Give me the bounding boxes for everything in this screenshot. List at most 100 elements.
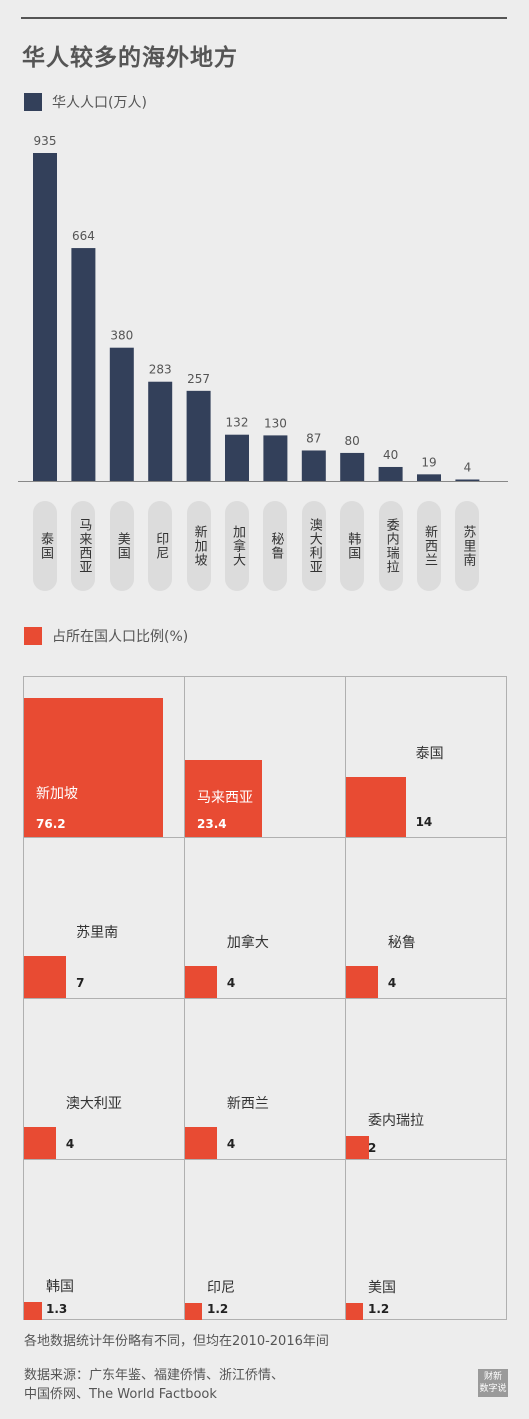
bar-category-label: 印尼 bbox=[148, 501, 173, 591]
bar-value-label: 87 bbox=[306, 431, 321, 445]
ratio-country-label: 新加坡 bbox=[36, 786, 78, 802]
ratio-value-label: 4 bbox=[226, 1137, 236, 1151]
bar-value-label: 132 bbox=[226, 416, 249, 430]
caixin-logo: 财新 数字说 bbox=[478, 1369, 508, 1397]
ratio-cell: 加拿大 4 bbox=[185, 838, 346, 999]
logo-line-1: 财新 bbox=[483, 1372, 502, 1382]
bar-value-label: 40 bbox=[383, 448, 398, 462]
ratio-country-label: 新西兰 bbox=[226, 1096, 269, 1113]
ratio-square bbox=[185, 966, 217, 998]
ratio-cell: 新西兰 4 bbox=[185, 999, 346, 1160]
bar-value-label: 935 bbox=[34, 134, 57, 148]
ratio-value-label: 14 bbox=[415, 815, 433, 829]
ratio-cell: 美国 1.2 bbox=[346, 1160, 506, 1320]
bar-6 bbox=[263, 435, 288, 481]
ratio-square-grid: 新加坡 76.2 马来西亚 23.4 泰国 14 苏里南 7 加拿大 4 秘鲁 4 澳大利亚 4 新西兰 4 委… bbox=[23, 676, 507, 1320]
ratio-square bbox=[185, 1127, 217, 1159]
legend-ratio: 占所在国人口比例(%) bbox=[24, 626, 188, 646]
legend-label-population: 华人人口(万人) bbox=[52, 95, 147, 111]
bar-category-label: 新加坡 bbox=[186, 501, 211, 591]
ratio-country-label: 加拿大 bbox=[226, 935, 269, 952]
bar-value-label: 19 bbox=[421, 455, 436, 469]
bar-category-label: 秘鲁 bbox=[263, 501, 288, 591]
legend-population: 华人人口(万人) bbox=[24, 92, 147, 112]
ratio-square bbox=[346, 1136, 369, 1159]
bar-value-label: 283 bbox=[149, 363, 172, 377]
bar-value-label: 664 bbox=[72, 229, 95, 243]
ratio-square bbox=[24, 698, 163, 837]
logo-line-2: 数字说 bbox=[479, 1384, 507, 1394]
ratio-country-label: 韩国 bbox=[46, 1278, 74, 1295]
ratio-cell: 泰国 14 bbox=[346, 677, 506, 838]
ratio-cell: 印尼 1.2 bbox=[185, 1160, 346, 1320]
bar-value-label: 4 bbox=[464, 461, 472, 475]
ratio-square bbox=[24, 1127, 56, 1159]
ratio-value-label: 4 bbox=[387, 976, 397, 990]
footnote: 各地数据统计年份略有不同，但均在2010-2016年间 bbox=[24, 1334, 329, 1349]
bar-category-label: 泰国 bbox=[33, 501, 57, 591]
bar-0 bbox=[33, 153, 57, 481]
ratio-cell: 马来西亚 23.4 bbox=[185, 677, 346, 838]
ratio-square bbox=[185, 759, 263, 837]
ratio-value-label: 23.4 bbox=[197, 817, 227, 831]
chart-title: 华人较多的海外地方 bbox=[22, 45, 238, 71]
population-bar-chart: 935 664 380 283 257 132 130 87 80 40 19 4 bbox=[18, 134, 508, 482]
ratio-square bbox=[24, 1301, 43, 1320]
ratio-country-label: 泰国 bbox=[415, 746, 444, 763]
ratio-value-label: 1.3 bbox=[46, 1302, 68, 1316]
bar-8 bbox=[340, 452, 365, 481]
legend-swatch-red bbox=[24, 627, 42, 645]
top-rule bbox=[21, 17, 507, 19]
bar-4 bbox=[186, 390, 211, 481]
bar-value-label: 130 bbox=[264, 416, 287, 430]
bar-category-label: 韩国 bbox=[340, 501, 365, 591]
source-text: 数据来源：广东年鉴、福建侨情、浙江侨情、 中国侨网、The World Fact… bbox=[24, 1366, 284, 1404]
ratio-cell: 韩国 1.3 bbox=[24, 1160, 185, 1320]
ratio-square bbox=[24, 955, 67, 998]
ratio-value-label: 76.2 bbox=[36, 817, 66, 831]
bar-category-label: 澳大利亚 bbox=[301, 501, 326, 591]
bar-2 bbox=[109, 347, 134, 481]
ratio-square bbox=[346, 777, 406, 837]
bar-category-label: 加拿大 bbox=[225, 501, 249, 591]
ratio-square bbox=[346, 966, 378, 998]
ratio-value-label: 1.2 bbox=[368, 1302, 390, 1316]
ratio-value-label: 4 bbox=[226, 976, 236, 990]
ratio-cell: 秘鲁 4 bbox=[346, 838, 506, 999]
bar-category-label: 美国 bbox=[109, 501, 134, 591]
ratio-value-label: 1.2 bbox=[207, 1302, 229, 1316]
ratio-cell: 新加坡 76.2 bbox=[24, 677, 185, 838]
ratio-value-label: 7 bbox=[76, 976, 85, 990]
source-line-1: 数据来源：广东年鉴、福建侨情、浙江侨情、 bbox=[24, 1368, 285, 1383]
bar-category-label: 苏里南 bbox=[455, 501, 480, 591]
bar-value-label: 80 bbox=[345, 434, 360, 448]
bar-5 bbox=[225, 434, 249, 481]
bar-category-label: 马来西亚 bbox=[71, 501, 96, 591]
bar-category-label: 委内瑞拉 bbox=[378, 501, 403, 591]
bar-10 bbox=[417, 474, 441, 481]
ratio-value-label: 4 bbox=[65, 1137, 75, 1151]
ratio-value-label: 2 bbox=[368, 1141, 377, 1155]
ratio-square bbox=[185, 1302, 203, 1320]
ratio-cell: 苏里南 7 bbox=[24, 838, 185, 999]
legend-label-ratio: 占所在国人口比例(%) bbox=[52, 629, 189, 645]
ratio-country-label: 美国 bbox=[368, 1279, 396, 1296]
ratio-square bbox=[346, 1302, 364, 1320]
ratio-country-label: 印尼 bbox=[207, 1279, 235, 1296]
bar-9 bbox=[378, 466, 403, 481]
bar-value-label: 380 bbox=[110, 329, 133, 343]
bar-1 bbox=[71, 248, 96, 481]
ratio-country-label: 委内瑞拉 bbox=[368, 1113, 424, 1130]
bar-11 bbox=[455, 479, 480, 481]
ratio-cell: 委内瑞拉 2 bbox=[346, 999, 506, 1160]
ratio-cell: 澳大利亚 4 bbox=[24, 999, 185, 1160]
ratio-country-label: 马来西亚 bbox=[197, 790, 253, 806]
bar-category-label: 新西兰 bbox=[417, 501, 441, 591]
bar-value-label: 257 bbox=[187, 372, 210, 386]
bar-7 bbox=[301, 450, 326, 481]
ratio-country-label: 秘鲁 bbox=[387, 935, 416, 952]
legend-swatch-navy bbox=[24, 93, 42, 111]
source-line-2: 中国侨网、The World Factbook bbox=[24, 1387, 217, 1402]
ratio-country-label: 澳大利亚 bbox=[65, 1096, 122, 1113]
ratio-country-label: 苏里南 bbox=[76, 924, 119, 941]
